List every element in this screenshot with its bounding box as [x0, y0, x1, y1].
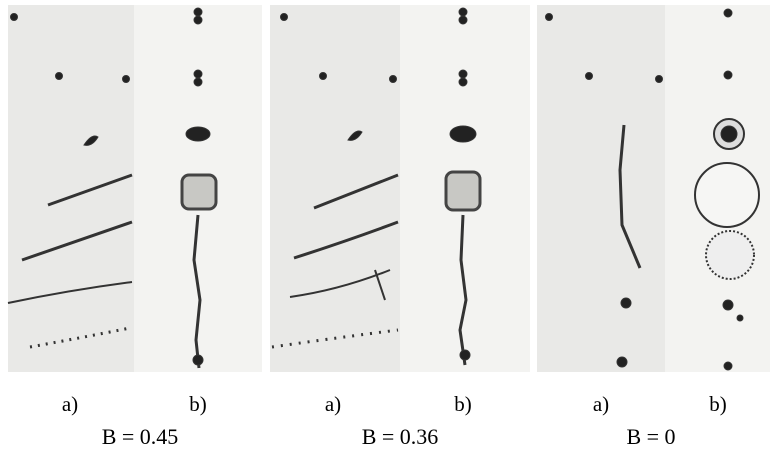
caption: B = 0.45 — [101, 424, 179, 449]
photo — [270, 5, 400, 372]
panel-label: a) — [61, 392, 79, 416]
panel-label: a) — [324, 392, 342, 416]
caption: B = 0 — [626, 424, 676, 449]
panel-label: a) — [592, 392, 610, 416]
panel-label: b) — [709, 392, 727, 416]
photo — [8, 5, 134, 372]
drops — [7, 7, 218, 369]
drops — [545, 8, 760, 371]
drops — [271, 7, 482, 366]
panel-label: b) — [454, 392, 472, 416]
caption: B = 0.36 — [361, 424, 439, 449]
panel-label: b) — [189, 392, 207, 416]
photo — [537, 5, 665, 372]
